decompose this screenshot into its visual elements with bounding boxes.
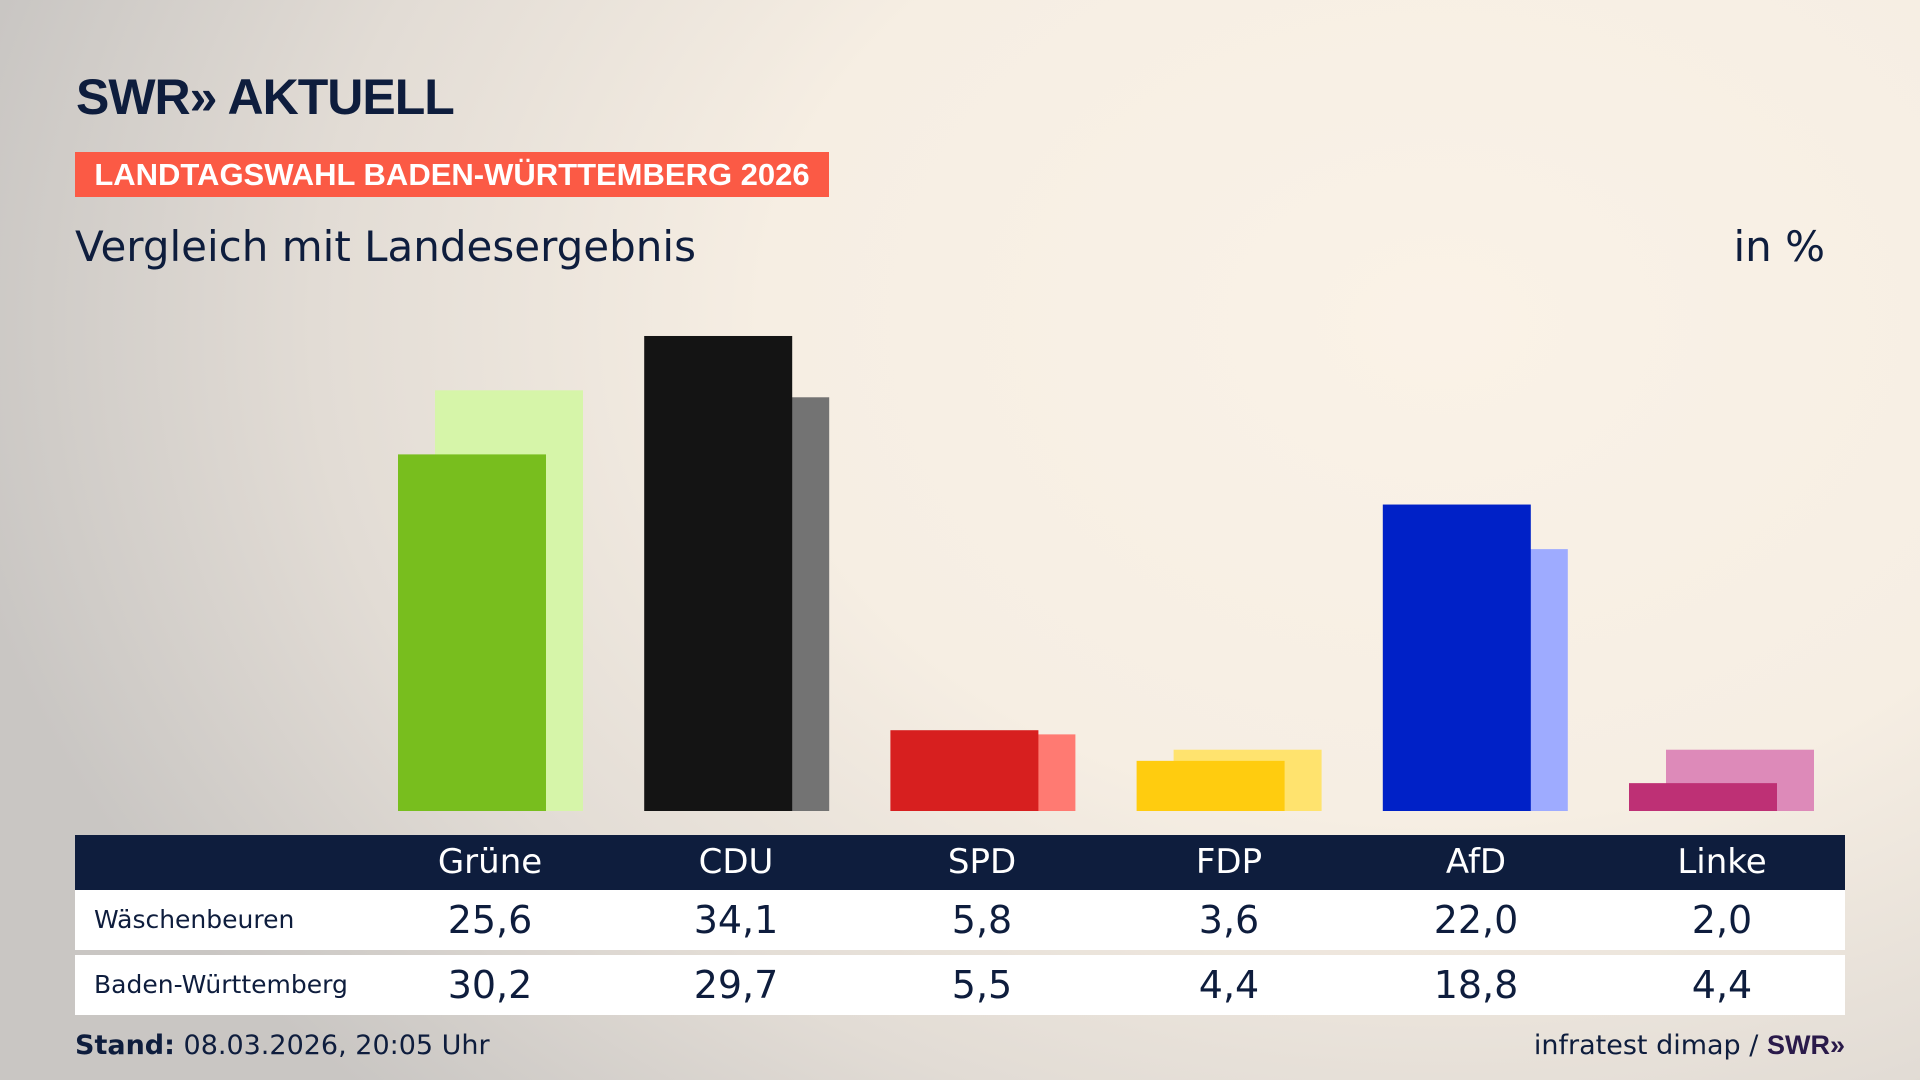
stand-label: Stand: [75,1030,175,1061]
cell-value: 2,0 [1691,898,1753,942]
header-gruene: Grüne [437,842,543,882]
stand-value: 08.03.2026, 20:05 Uhr [183,1030,490,1061]
table-row: Wäschenbeuren 25,6 34,1 5,8 3,6 22,0 2,0 [75,890,1845,950]
cell-value: 25,6 [447,898,533,942]
row-label: Baden-Württemberg [94,970,348,999]
cell-value: 29,7 [693,963,779,1007]
cell-value: 30,2 [447,963,533,1007]
source-text: infratest dimap / [1533,1030,1759,1061]
election-banner: LANDTAGSWAHL BADEN-WÜRTTEMBERG 2026 [75,152,829,197]
bar-local-gruene [398,454,546,811]
cell-value: 4,4 [1691,963,1753,1007]
results-table: Grüne CDU SPD FDP AfD Linke Wäschenbeure… [75,835,1845,1015]
chart-subtitle: Vergleich mit Landesergebnis [75,222,696,271]
timestamp: Stand: 08.03.2026, 20:05 Uhr [75,1030,490,1061]
cell-value: 34,1 [693,898,779,942]
header-fdp: FDP [1195,842,1263,882]
unit-label: in % [1733,222,1825,271]
cell-value: 5,5 [951,963,1013,1007]
table-header: Grüne CDU SPD FDP AfD Linke [75,835,1845,890]
source: infratest dimap / SWR» [1534,1030,1845,1061]
header-spd: SPD [947,842,1017,882]
row-label: Wäschenbeuren [94,905,295,934]
cell-value: 18,8 [1433,963,1519,1007]
bar-local-fdp [1136,760,1285,811]
swr-aktuell-logo: SWR» AKTUELL [76,69,455,125]
header-cdu: CDU [698,842,774,882]
cell-value: 3,6 [1198,898,1260,942]
cell-value: 22,0 [1433,898,1519,942]
bar-local-afd [1382,504,1531,811]
cell-value: 5,8 [951,898,1013,942]
header-linke: Linke [1677,842,1767,882]
bar-local-spd [890,730,1039,811]
bar-local-cdu [644,335,793,811]
header-afd: AfD [1445,842,1507,882]
cell-value: 4,4 [1198,963,1260,1007]
bar-chart [398,335,1814,811]
bar-local-linke [1629,783,1777,811]
swr-logo: SWR» [1766,1030,1845,1060]
table-row: Baden-Württemberg 30,2 29,7 5,5 4,4 18,8… [75,955,1845,1015]
